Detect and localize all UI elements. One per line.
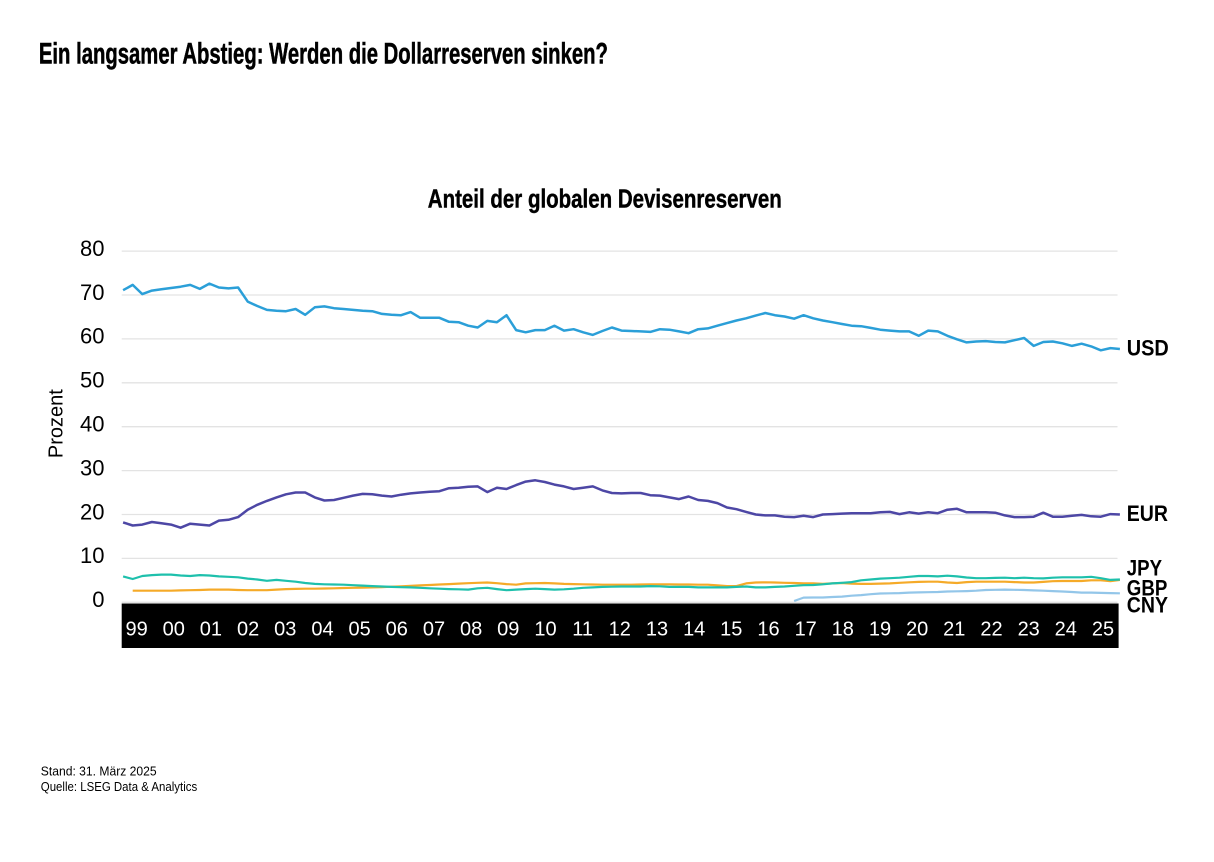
svg-text:Stand: 31. März 2025: Stand: 31. März 2025 — [41, 763, 157, 778]
svg-text:15: 15 — [720, 619, 742, 641]
svg-text:70: 70 — [80, 280, 104, 305]
svg-text:07: 07 — [423, 619, 445, 641]
svg-text:23: 23 — [1018, 619, 1040, 641]
svg-text:09: 09 — [497, 619, 519, 641]
svg-text:JPY: JPY — [1127, 555, 1162, 580]
svg-text:Prozent: Prozent — [46, 389, 68, 458]
svg-text:19: 19 — [869, 619, 891, 641]
svg-text:13: 13 — [646, 619, 668, 641]
svg-text:14: 14 — [683, 619, 705, 641]
svg-text:GBP: GBP — [1127, 575, 1168, 600]
svg-text:03: 03 — [274, 619, 296, 641]
svg-text:EUR: EUR — [1127, 501, 1168, 526]
svg-text:05: 05 — [348, 619, 370, 641]
svg-text:Ein langsamer Abstieg: Werden: Ein langsamer Abstieg: Werden die Dollar… — [39, 38, 608, 71]
svg-text:25: 25 — [1092, 619, 1114, 641]
svg-text:06: 06 — [386, 619, 408, 641]
svg-text:00: 00 — [163, 619, 185, 641]
svg-text:30: 30 — [80, 455, 104, 480]
svg-text:80: 80 — [80, 236, 104, 261]
svg-text:0: 0 — [92, 587, 104, 612]
svg-text:02: 02 — [237, 619, 259, 641]
svg-text:20: 20 — [906, 619, 928, 641]
svg-text:01: 01 — [200, 619, 222, 641]
svg-text:21: 21 — [943, 619, 965, 641]
svg-text:10: 10 — [534, 619, 556, 641]
svg-text:16: 16 — [757, 619, 779, 641]
svg-text:24: 24 — [1055, 619, 1077, 641]
svg-text:50: 50 — [80, 368, 104, 393]
svg-text:20: 20 — [80, 499, 104, 524]
svg-text:USD: USD — [1127, 335, 1169, 360]
svg-text:Quelle: LSEG Data & Analytics: Quelle: LSEG Data & Analytics — [41, 779, 198, 794]
svg-text:40: 40 — [80, 412, 104, 437]
svg-text:12: 12 — [609, 619, 631, 641]
svg-text:60: 60 — [80, 324, 104, 349]
svg-text:99: 99 — [125, 619, 147, 641]
svg-text:11: 11 — [572, 619, 593, 641]
svg-text:17: 17 — [795, 619, 817, 641]
svg-text:04: 04 — [311, 619, 333, 641]
svg-text:08: 08 — [460, 619, 482, 641]
svg-text:CNY: CNY — [1127, 593, 1168, 618]
svg-text:10: 10 — [80, 543, 104, 568]
svg-text:22: 22 — [980, 619, 1002, 641]
svg-text:18: 18 — [832, 619, 854, 641]
svg-text:Anteil der globalen Devisenres: Anteil der globalen Devisenreserven — [428, 184, 782, 214]
